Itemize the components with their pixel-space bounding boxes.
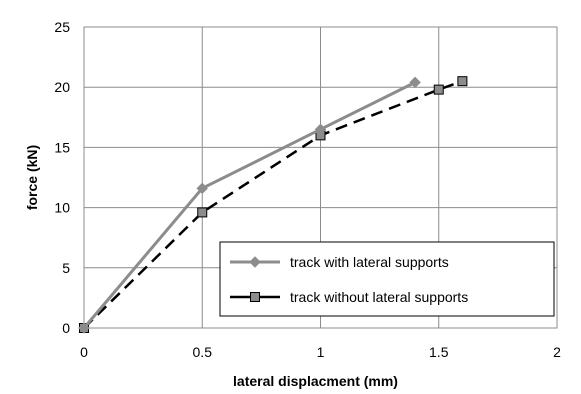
x-tick-label: 2: [553, 344, 561, 360]
data-point: [457, 76, 468, 87]
legend-box: [219, 241, 555, 317]
data-point: [78, 322, 90, 334]
data-point: [196, 182, 208, 195]
legend: track with lateral supports track without…: [219, 241, 555, 317]
y-tick-label: 10: [54, 200, 70, 216]
y-axis-title: force (kN): [24, 145, 40, 210]
x-tick-label: 1.5: [429, 344, 449, 360]
y-tick-label: 5: [62, 260, 70, 276]
data-point: [433, 84, 444, 95]
x-tick-label: 0.5: [193, 344, 213, 360]
x-tick-label: 1: [317, 344, 325, 360]
legend-label: track without lateral supports: [290, 289, 468, 305]
y-tick-label: 0: [62, 320, 70, 336]
y-tick-label: 25: [54, 19, 70, 35]
data-point: [197, 207, 208, 218]
y-tick-labels: 0 5 10 15 20 25: [54, 19, 70, 336]
x-tick-labels: 0 0.5 1 1.5 2: [80, 344, 561, 360]
data-point: [250, 292, 260, 302]
x-tick-label: 0: [80, 344, 88, 360]
series-0: [78, 76, 421, 334]
legend-label: track with lateral supports: [290, 254, 449, 270]
plot-area: [83, 26, 558, 329]
data-point: [314, 123, 327, 136]
legend-entry: track without lateral supports: [230, 289, 468, 305]
y-tick-label: 15: [54, 139, 70, 155]
x-axis-title: lateral displacment (mm): [233, 373, 398, 389]
series-line: [82, 81, 416, 329]
legend-entry: track with lateral supports: [230, 254, 449, 270]
data-point: [409, 76, 421, 89]
series-layer: [78, 76, 468, 334]
data-point: [249, 256, 261, 268]
y-tick-label: 20: [54, 79, 70, 95]
